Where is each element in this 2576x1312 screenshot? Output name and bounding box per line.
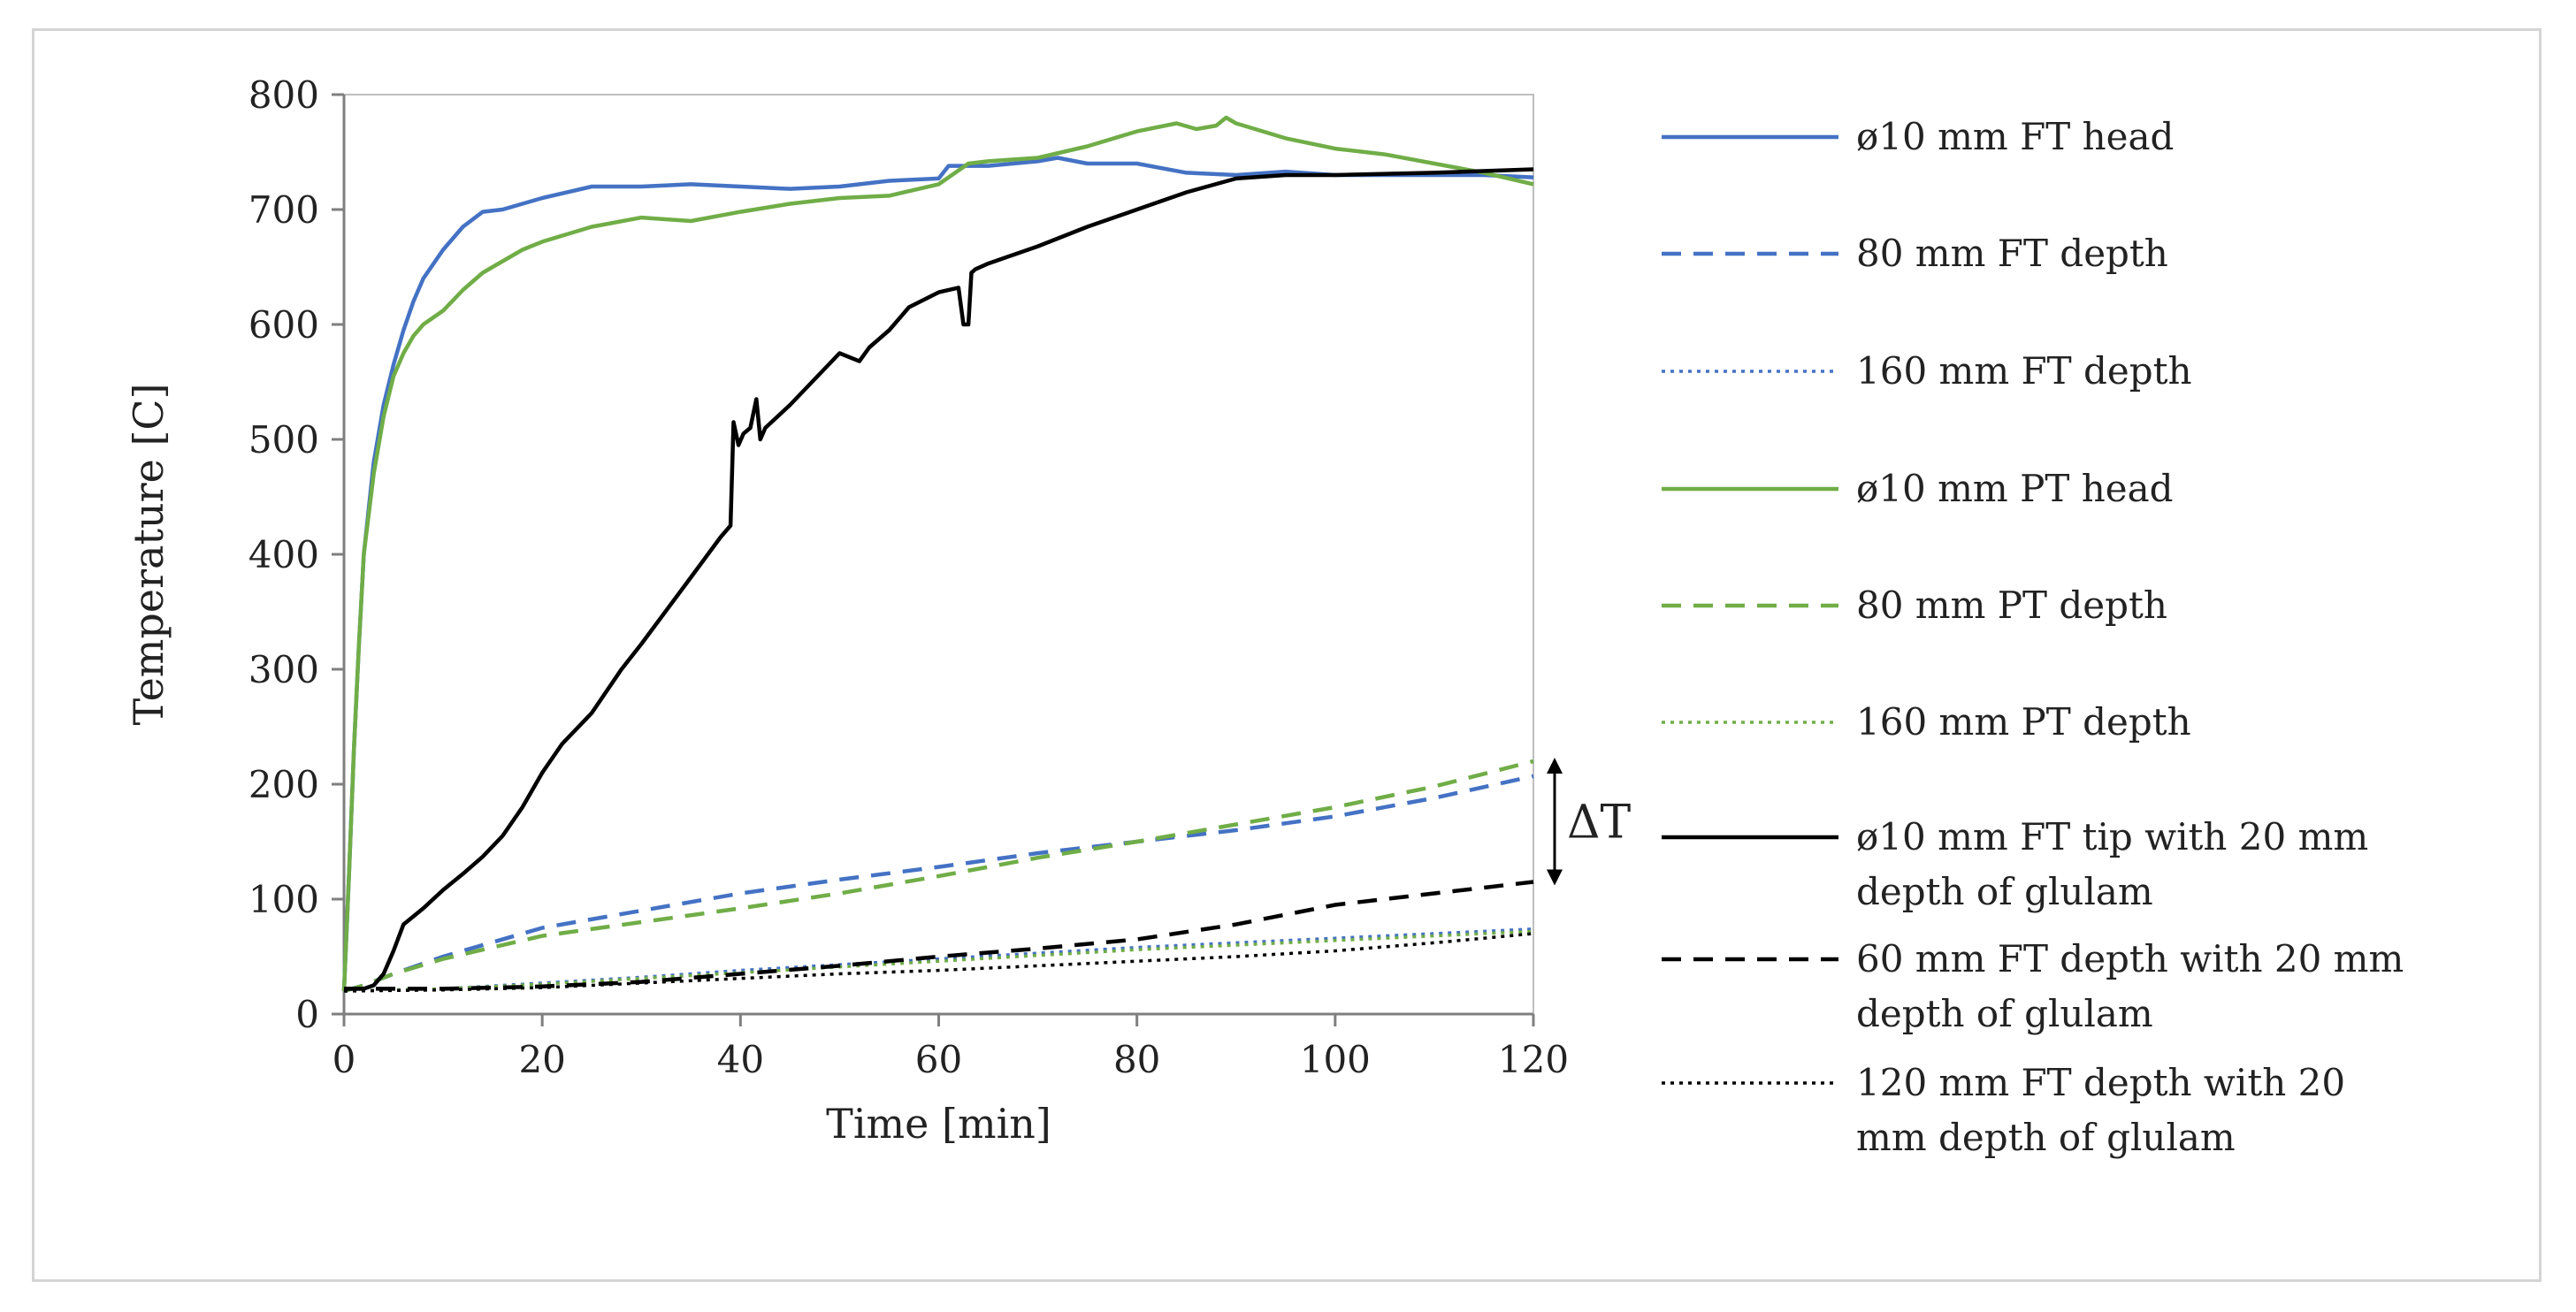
series-line-9 [343, 932, 1534, 993]
y-axis-title: Temperature [C] [125, 383, 172, 725]
series-line-3 [343, 927, 1534, 993]
legend-label-7: ø10 mm FT tip with 20 mm [1856, 815, 2368, 858]
y-tick-label: 400 [248, 533, 319, 576]
figure-frame: 0 20 40 60 80 100 120 0 100 200 300 400 500 600 700 800… [32, 28, 2542, 1282]
legend-label-5: 80 mm PT depth [1856, 584, 2167, 627]
legend-label-8: 60 mm FT depth with 20 mm [1856, 937, 2404, 980]
axes: 0 20 40 60 80 100 120 0 100 200 300 400 500 600 700 800 [248, 73, 1569, 1081]
legend-label-7: depth of glulam [1856, 870, 2153, 913]
series-lines [341, 115, 1534, 994]
y-tick-label: 100 [248, 878, 319, 921]
delta-t-arrowhead-top [1547, 758, 1563, 774]
x-tick-label: 40 [717, 1038, 764, 1081]
legend-label-3: 160 mm FT depth [1856, 349, 2192, 393]
legend-label-8: depth of glulam [1856, 992, 2153, 1035]
legend: ø10 mm FT head 80 mm FT depth 160 mm FT de… [1662, 115, 2404, 1159]
y-tick-label: 800 [248, 73, 319, 117]
series-line-5 [343, 759, 1534, 994]
series-line-7 [344, 167, 1534, 991]
temperature-chart: 0 20 40 60 80 100 120 0 100 200 300 400 500 600 700 800… [125, 73, 2404, 1159]
series-line-8 [344, 880, 1534, 991]
x-tick-label: 100 [1300, 1038, 1371, 1081]
legend-label-6: 160 mm PT depth [1856, 700, 2191, 744]
delta-t-label: ΔT [1567, 796, 1632, 849]
legend-label-2: 80 mm FT depth [1856, 232, 2168, 275]
legend-label-4: ø10 mm PT head [1856, 467, 2174, 510]
x-tick-label: 20 [518, 1038, 565, 1081]
x-axis-title: Time [min] [826, 1100, 1051, 1148]
series-line-1 [341, 156, 1534, 992]
y-tick-label: 200 [248, 763, 319, 806]
series-line-6 [343, 929, 1534, 993]
legend-label-9: mm depth of glulam [1856, 1116, 2236, 1159]
x-tick-label: 120 [1498, 1038, 1569, 1081]
x-tick-label: 60 [915, 1038, 962, 1081]
x-tick-label: 80 [1113, 1038, 1160, 1081]
delta-t-annotation: ΔT [1547, 758, 1632, 886]
y-tick-label: 600 [248, 303, 319, 347]
legend-label-1: ø10 mm FT head [1856, 115, 2174, 158]
y-tick-label: 0 [295, 993, 319, 1036]
y-tick-label: 500 [248, 418, 319, 461]
y-tick-label: 700 [248, 188, 319, 232]
delta-t-arrowhead-bottom [1547, 869, 1563, 886]
x-tick-label: 0 [333, 1038, 356, 1081]
y-tick-label: 300 [248, 648, 319, 691]
legend-label-9: 120 mm FT depth with 20 [1856, 1061, 2345, 1104]
series-line-4 [341, 115, 1534, 992]
